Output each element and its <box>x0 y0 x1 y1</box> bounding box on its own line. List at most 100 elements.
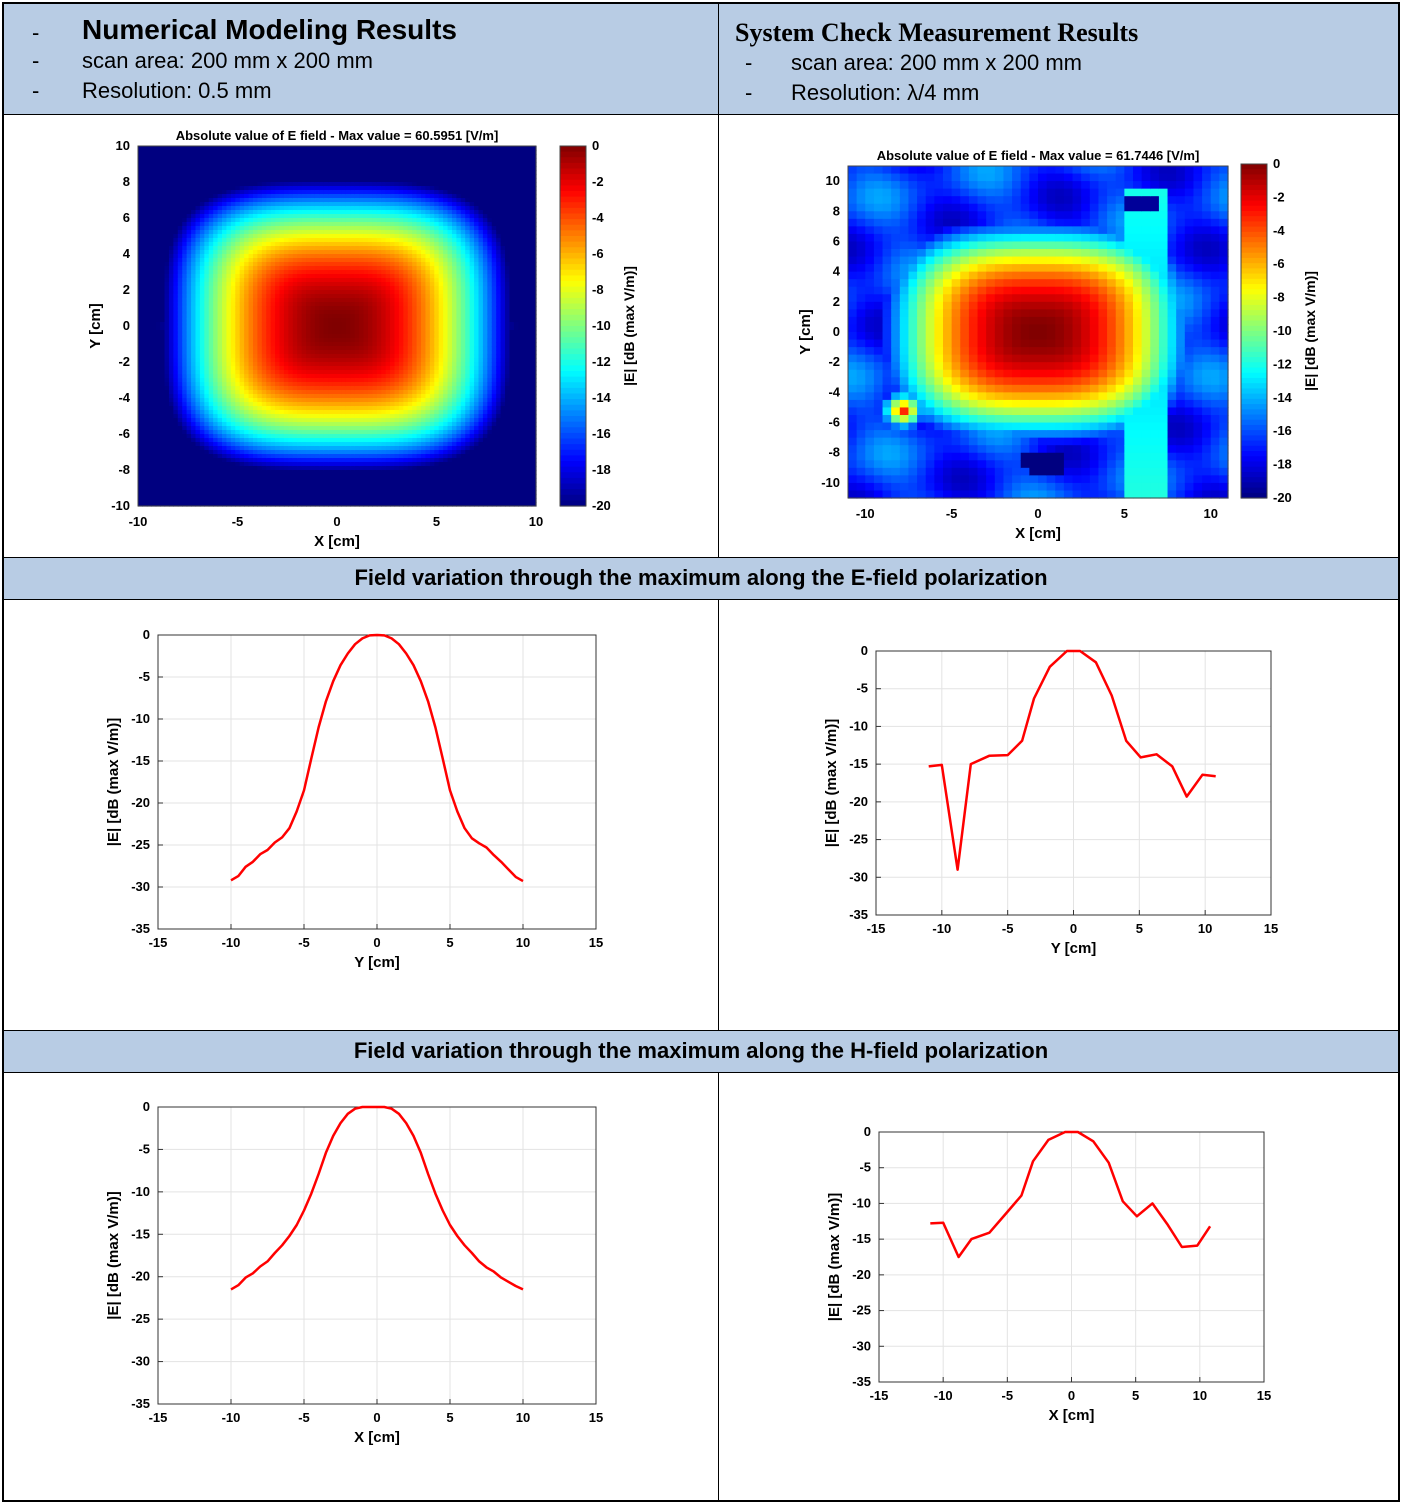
heatmap-cell <box>213 218 219 223</box>
heatmap-cell <box>350 354 356 359</box>
heatmap-cell <box>363 302 369 307</box>
heatmap-cell <box>328 182 334 187</box>
heatmap-cell <box>195 474 201 479</box>
heatmap-cell <box>244 158 250 163</box>
heatmap-cell <box>283 258 289 263</box>
heatmap-cell <box>208 302 214 307</box>
heatmap-cell <box>217 434 223 439</box>
heatmap-cell <box>217 422 223 427</box>
heatmap-cell <box>297 206 303 211</box>
heatmap-cell <box>151 442 157 447</box>
heatmap-cell <box>222 222 228 227</box>
heatmap-cell <box>350 466 356 471</box>
heatmap-cell <box>341 402 347 407</box>
heatmap-cell <box>288 474 294 479</box>
heatmap-cell <box>155 354 161 359</box>
heatmap-cell <box>323 278 329 283</box>
heatmap-cell <box>213 298 219 303</box>
heatmap-cell <box>168 170 174 175</box>
heatmap-cell <box>173 190 179 195</box>
heatmap-cell <box>208 210 214 215</box>
heatmap-cell <box>275 218 281 223</box>
heatmap-cell <box>337 194 343 199</box>
heatmap-cell <box>306 150 312 155</box>
heatmap-cell <box>177 214 183 219</box>
heatmap-cell <box>310 330 316 335</box>
heatmap-cell <box>328 350 334 355</box>
heatmap-cell <box>345 406 351 411</box>
heatmap-cell <box>222 478 228 483</box>
heatmap-cell <box>332 482 338 487</box>
heatmap-cell <box>363 494 369 499</box>
heatmap-cell <box>142 398 148 403</box>
heatmap-cell <box>310 334 316 339</box>
heatmap-cell <box>182 386 188 391</box>
heatmap-cell <box>297 454 303 459</box>
heatmap-cell <box>257 454 263 459</box>
heatmap-cell <box>345 234 351 239</box>
heatmap-cell <box>266 182 272 187</box>
heatmap-cell <box>248 234 254 239</box>
heatmap-cell <box>191 330 197 335</box>
heatmap-cell <box>199 338 205 343</box>
heatmap-cell <box>306 170 312 175</box>
header-right-title-item: System Check Measurement Results <box>735 18 1398 50</box>
heatmap-cell <box>195 322 201 327</box>
heatmap-cell <box>155 366 161 371</box>
heatmap-cell <box>146 230 152 235</box>
heatmap-cell <box>191 222 197 227</box>
heatmap-cell <box>275 310 281 315</box>
heatmap-cell <box>323 370 329 375</box>
heatmap-cell <box>257 298 263 303</box>
heatmap-cell <box>191 226 197 231</box>
heatmap-cell <box>367 338 373 343</box>
heatmap-cell <box>367 446 373 451</box>
heatmap-cell <box>345 298 351 303</box>
heatmap-cell <box>319 170 325 175</box>
heatmap-cell <box>261 462 267 467</box>
heatmap-cell <box>275 362 281 367</box>
heatmap-cell <box>310 234 316 239</box>
heatmap-cell <box>155 490 161 495</box>
heatmap-cell <box>288 306 294 311</box>
heatmap-cell <box>191 190 197 195</box>
heatmap-cell <box>186 262 192 267</box>
heatmap-cell <box>173 322 179 327</box>
heatmap-cell <box>252 266 258 271</box>
heatmap-cell <box>252 490 258 495</box>
heatmap-cell <box>363 378 369 383</box>
heatmap-cell <box>372 446 378 451</box>
heatmap-cell <box>182 418 188 423</box>
heatmap-cell <box>257 278 263 283</box>
heatmap-cell <box>138 230 144 235</box>
heatmap-cell <box>222 170 228 175</box>
heatmap-cell <box>146 298 152 303</box>
heatmap-cell <box>168 210 174 215</box>
heatmap-cell <box>350 326 356 331</box>
heatmap-cell <box>376 378 382 383</box>
heatmap-cell <box>164 334 170 339</box>
heatmap-cell <box>230 170 236 175</box>
heatmap-cell <box>138 206 144 211</box>
heatmap-cell <box>160 194 166 199</box>
heatmap-cell <box>314 370 320 375</box>
heatmap-cell <box>328 262 334 267</box>
heatmap-cell <box>142 174 148 179</box>
heatmap-cell <box>138 166 144 171</box>
heatmap-cell <box>252 282 258 287</box>
heatmap-cell <box>345 382 351 387</box>
heatmap-cell <box>381 206 387 211</box>
heatmap-cell <box>359 406 365 411</box>
heatmap-cell <box>266 210 272 215</box>
heatmap-cell <box>213 466 219 471</box>
heatmap-cell <box>222 330 228 335</box>
heatmap-cell <box>213 214 219 219</box>
heatmap-cell <box>337 242 343 247</box>
heatmap-cell <box>208 458 214 463</box>
heatmap-cell <box>199 482 205 487</box>
heatmap-cell <box>151 410 157 415</box>
heatmap-cell <box>332 206 338 211</box>
heatmap-cell <box>257 374 263 379</box>
heatmap-cell <box>359 414 365 419</box>
heatmap-cell <box>337 286 343 291</box>
